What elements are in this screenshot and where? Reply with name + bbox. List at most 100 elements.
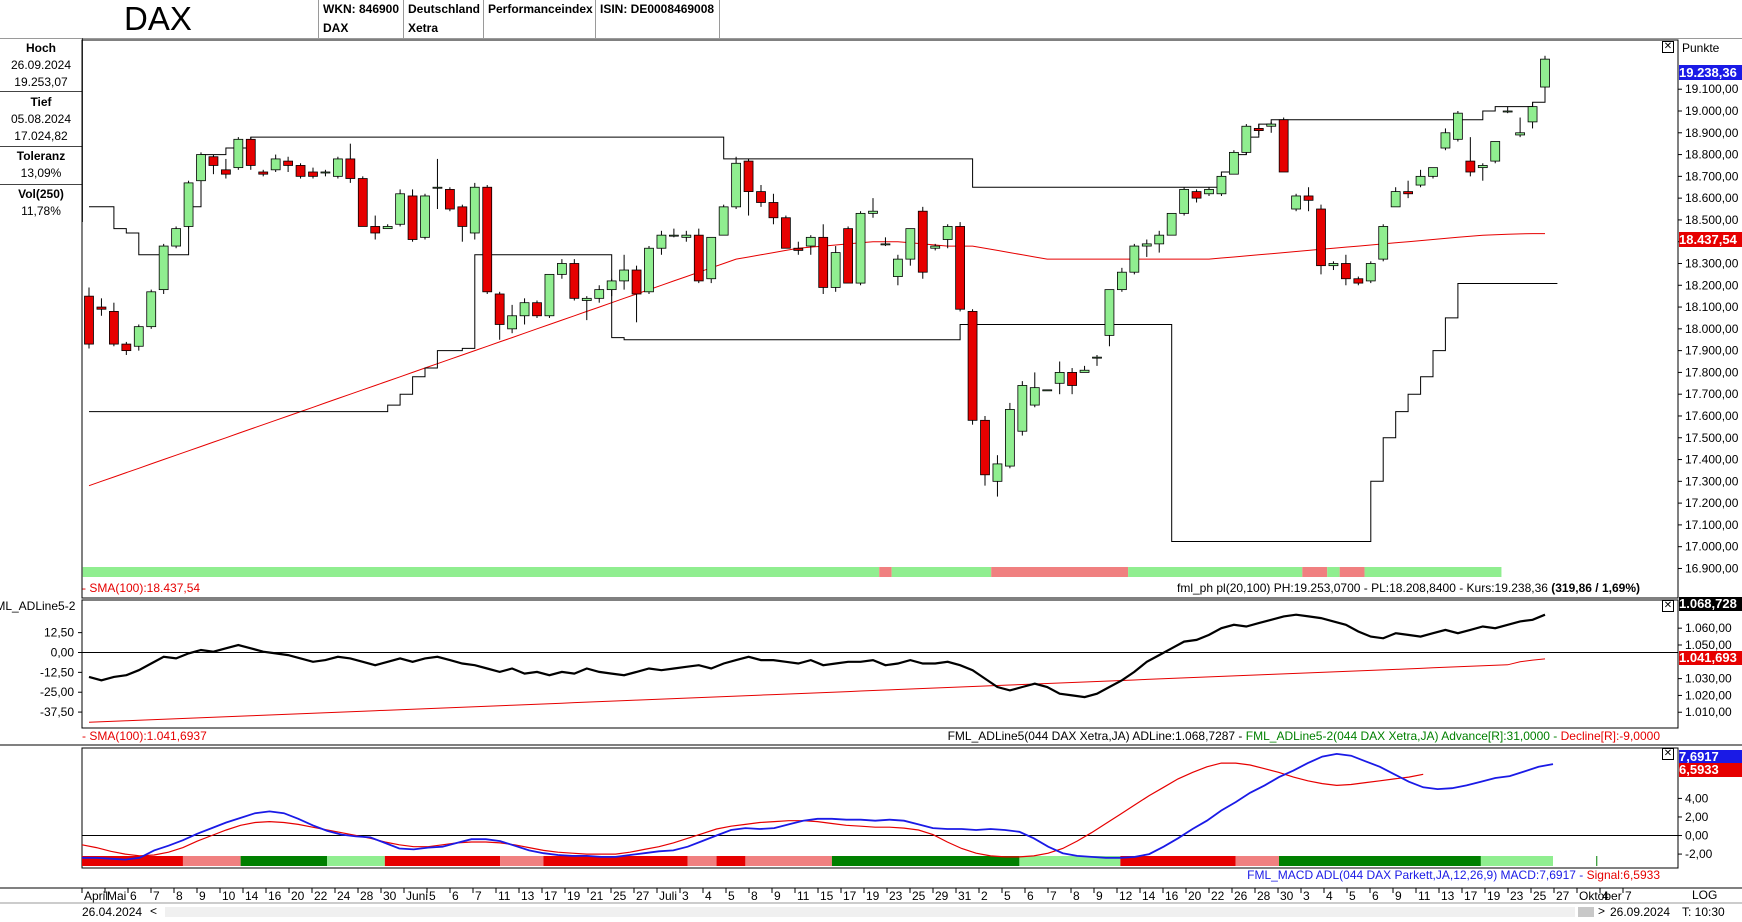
candle — [706, 236, 717, 284]
stat-high-date: 26.09.2024 — [10, 58, 72, 72]
scroll-left-button[interactable]: < — [150, 904, 158, 918]
candle-body — [830, 252, 841, 288]
candle-body — [1104, 289, 1115, 336]
signal-band-segment — [991, 567, 1129, 577]
candle — [1365, 261, 1376, 284]
candle-body — [208, 156, 219, 166]
macd-band-segment — [745, 856, 832, 866]
candle — [681, 230, 692, 242]
candle — [507, 304, 517, 334]
candle-body — [1204, 189, 1214, 195]
candle-body — [681, 234, 692, 238]
close-price-panel-icon[interactable]: ✕ — [1662, 41, 1674, 53]
candle-body — [245, 138, 256, 166]
candle — [1067, 368, 1077, 395]
candle — [445, 187, 455, 212]
candle — [1141, 239, 1152, 257]
adline-left-tick-label: 0,00 — [51, 645, 75, 659]
time-axis-label: Juni — [406, 889, 428, 903]
time-axis-label: 11 — [1418, 889, 1431, 903]
time-axis-label: 25 — [613, 889, 627, 903]
candle-body — [818, 236, 829, 288]
candle-body — [420, 195, 430, 238]
candle — [1477, 163, 1488, 181]
log-scale-toggle[interactable]: LOG — [1692, 888, 1718, 902]
sma100-line — [88, 233, 1545, 487]
time-axis-label: 7 — [1625, 889, 1632, 903]
candle-body — [980, 419, 990, 476]
candle-body — [581, 297, 592, 301]
candle — [420, 193, 430, 240]
candle-body — [196, 154, 206, 182]
signal-band-segment — [1302, 567, 1328, 577]
candle — [1017, 381, 1028, 436]
candle-body — [656, 234, 667, 249]
time-axis-label: 8 — [176, 889, 183, 903]
time-axis-label: 4 — [1602, 889, 1609, 903]
price-y-tick-label: 17.500,00 — [1685, 431, 1739, 445]
stat-volatility-label: Vol(250) — [18, 187, 64, 201]
candle-body — [1266, 123, 1277, 127]
time-axis-label: 20 — [291, 889, 305, 903]
candle-body — [295, 165, 306, 177]
candle — [805, 235, 816, 255]
stat-low: Tief 05.08.2024 17.024,82 — [0, 94, 82, 145]
candle — [905, 228, 916, 266]
time-axis-label: 8 — [1073, 889, 1080, 903]
price-y-tick-label: 17.200,00 — [1685, 496, 1739, 510]
candle — [208, 154, 219, 175]
candle — [221, 158, 231, 179]
candle — [1341, 254, 1351, 286]
time-label: T: 10:30 — [1682, 905, 1725, 919]
scroll-right-button[interactable]: > — [1598, 904, 1606, 918]
candle-body — [382, 226, 393, 230]
macd-signal-badge: 6,5933 — [1679, 763, 1742, 777]
candle-body — [942, 226, 953, 240]
candle — [1527, 102, 1538, 129]
time-axis-label: April — [84, 889, 108, 903]
macd-band-segment — [1596, 856, 1598, 866]
candle — [1179, 187, 1189, 216]
adline-top-badge: 1.068,728 — [1679, 597, 1742, 611]
candle — [1453, 110, 1463, 142]
price-y-tick-label: 17.300,00 — [1685, 474, 1739, 488]
time-axis-label: 31 — [958, 889, 972, 903]
candle-body — [532, 302, 542, 317]
candle-body — [457, 206, 468, 227]
candle — [382, 224, 393, 230]
candle-body — [258, 171, 269, 175]
candle-body — [482, 186, 493, 293]
candle-body — [693, 234, 704, 282]
candle — [980, 415, 990, 486]
wkn-label: WKN: 846900 — [323, 2, 400, 16]
candle-body — [370, 226, 381, 234]
time-axis-label: 22 — [1211, 889, 1225, 903]
candle — [843, 226, 853, 284]
candle — [855, 211, 866, 286]
candle-body — [146, 291, 157, 328]
candle-body — [893, 258, 903, 277]
candle-body — [121, 343, 132, 352]
candle-body — [930, 245, 941, 249]
candle-body — [171, 228, 181, 247]
candle-body — [967, 311, 978, 421]
close-macd-panel-icon[interactable]: ✕ — [1662, 748, 1674, 760]
candle-body — [357, 178, 368, 227]
time-axis-label: 25 — [1533, 889, 1547, 903]
scrollbar-track[interactable] — [165, 907, 1575, 917]
stat-low-value: 17.024,82 — [14, 129, 68, 143]
scrollbar-thumb[interactable] — [1578, 907, 1594, 917]
candle — [407, 189, 418, 242]
adline-sma-line — [88, 658, 1546, 723]
candle — [631, 265, 642, 323]
macd-line — [82, 752, 1554, 861]
candle — [718, 204, 729, 236]
candle — [345, 143, 356, 183]
candle-body — [1490, 141, 1501, 162]
candle-body — [1341, 263, 1351, 280]
close-adline-panel-icon[interactable]: ✕ — [1662, 600, 1674, 612]
price-y-tick-label: 18.800,00 — [1685, 148, 1739, 162]
price-y-tick-label: 18.500,00 — [1685, 213, 1739, 227]
time-axis-label: 6 — [452, 889, 459, 903]
